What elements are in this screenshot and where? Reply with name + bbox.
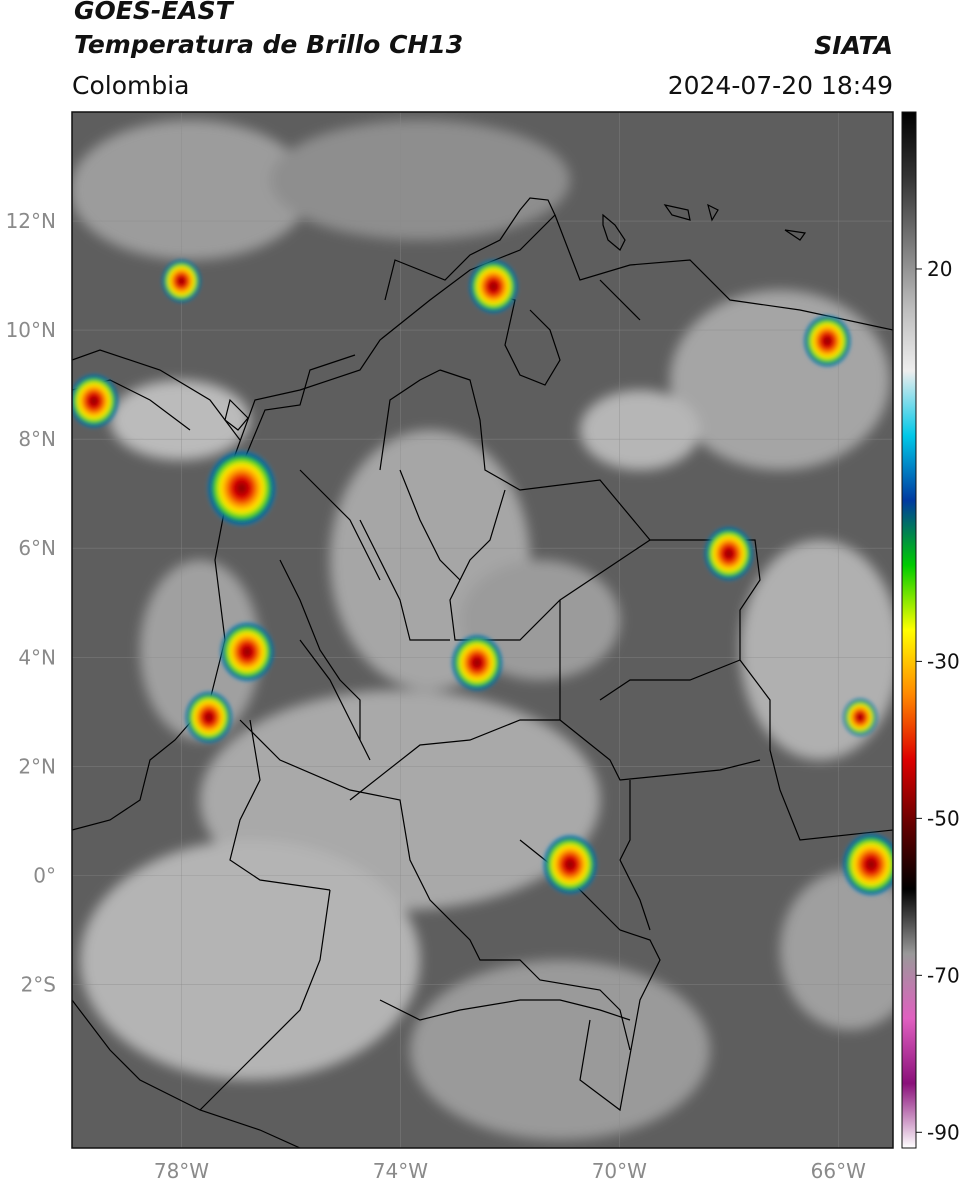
convective-cell <box>206 449 277 527</box>
colorbar-tick-label: -30 <box>927 649 960 673</box>
convective-cell <box>219 621 275 683</box>
map-title-line1: GOES-EAST <box>74 0 233 25</box>
colorbar-tick-label: -70 <box>927 963 960 987</box>
colorbar-tick-label: -90 <box>927 1120 960 1144</box>
lat-tick-label: 4°N <box>18 645 56 669</box>
convective-cell <box>184 690 233 744</box>
cloud-cover <box>72 120 893 1140</box>
lon-tick-label: 70°W <box>592 1159 647 1183</box>
source-label: SIATA <box>814 31 893 60</box>
convective-cell <box>161 259 202 304</box>
convective-cell <box>703 526 754 582</box>
axis-tick-labels: 12°N 10°N 8°N 6°N 4°N 2°N 0° 2°S 78°W 74°W 70°W 66°… <box>6 209 867 1183</box>
convective-cell <box>542 834 598 895</box>
map-area <box>72 112 893 1148</box>
lon-tick-label: 74°W <box>373 1159 428 1183</box>
lat-tick-label: 8°N <box>18 427 56 451</box>
convective-cell <box>842 697 878 737</box>
timestamp-label: 2024-07-20 18:49 <box>667 71 893 100</box>
colorbar-ticks: 20 -30 -50 -70 -90 <box>916 257 960 1144</box>
map-frame <box>71 111 894 1149</box>
colorbar: 20 -30 -50 -70 -90 <box>901 111 960 1149</box>
map-title-line2: Temperatura de Brillo CH13 <box>74 30 464 59</box>
convective-cell <box>451 634 504 692</box>
lat-tick-label: 0° <box>33 863 56 887</box>
lat-tick-label: 12°N <box>6 209 56 233</box>
convective-cell <box>842 832 893 897</box>
lon-tick-label: 78°W <box>154 1159 209 1183</box>
lat-tick-label: 2°S <box>21 972 56 996</box>
convective-cell <box>803 314 852 368</box>
lat-tick-label: 10°N <box>6 318 56 342</box>
gridlines <box>72 112 893 1148</box>
colorbar-tick-label: -50 <box>927 806 960 830</box>
region-label: Colombia <box>72 71 190 100</box>
convective-cells <box>72 258 893 897</box>
convective-cell <box>468 258 519 314</box>
lon-tick-label: 66°W <box>811 1159 866 1183</box>
colorbar-tick-label: 20 <box>927 257 952 281</box>
convective-cell <box>72 373 119 429</box>
lat-tick-label: 2°N <box>18 754 56 778</box>
lat-tick-label: 6°N <box>18 536 56 560</box>
